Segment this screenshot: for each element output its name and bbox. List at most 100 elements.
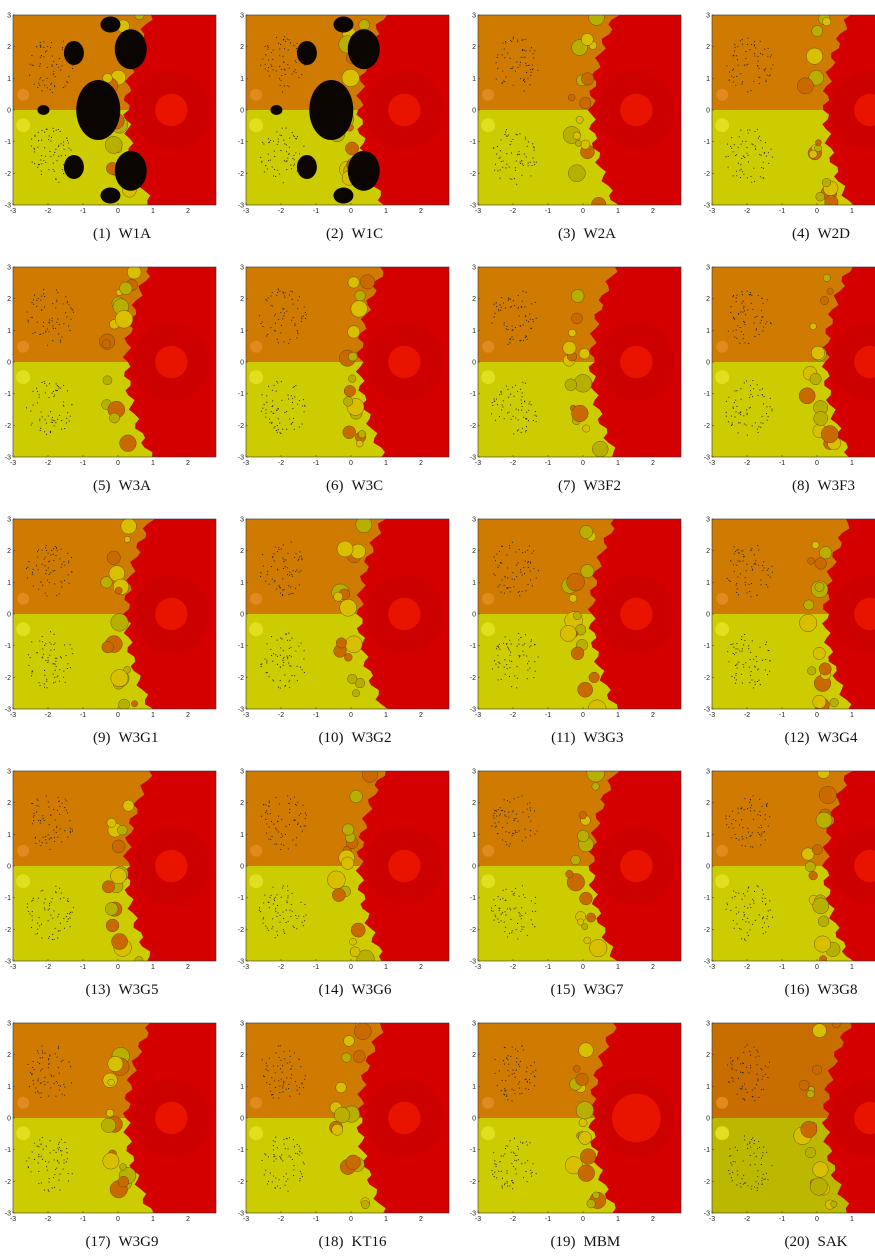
speckle [762,806,763,807]
speckle [44,296,45,297]
speckle [496,816,497,817]
speckle [757,1080,758,1081]
speckle [741,144,742,145]
speckle [750,799,751,800]
speckle [744,1139,745,1140]
speckle [284,1143,285,1144]
speckle [756,661,757,662]
y-tick-label: -3 [470,203,476,210]
speckle [509,832,510,833]
speckle [524,90,525,91]
speckle [755,920,756,921]
speckle [65,312,66,313]
speckle [763,178,764,179]
speckle [275,1052,276,1053]
caption-label: W3G4 [818,730,858,746]
y-tick-label: -3 [5,1211,11,1218]
speckle [761,298,762,299]
panel: -3-2-1012-3-2-10123(12)W3G4 [704,517,875,747]
speckle [508,648,509,649]
speckle [531,639,532,640]
speckle [740,1088,741,1089]
speckle [293,1169,294,1170]
speckle [732,422,733,423]
x-tick-label: -2 [45,460,51,467]
speckle [763,327,764,328]
speckle [27,577,28,578]
speckle [48,834,49,835]
speckle [527,670,528,671]
speckle [68,326,69,327]
speckle [510,909,511,910]
speckle [744,310,745,311]
speckle [28,654,29,655]
speckle [293,317,294,318]
speckle [534,150,535,151]
speckle [508,300,509,301]
speckle [67,837,68,838]
speckle [299,557,300,558]
speckle [297,308,298,309]
speckle [516,1070,517,1071]
chaos-region [115,29,147,69]
speckle [294,797,295,798]
speckle [274,898,275,899]
speckle [68,901,69,902]
speckle [69,583,70,584]
speckle [54,1083,55,1084]
panel: -3-2-1012-3-2-10123(2)W1C [238,13,449,243]
speckle [496,1164,497,1165]
x-tick-label: 2 [186,712,190,719]
speckle [283,1083,284,1084]
speckle [70,831,71,832]
speckle [492,1170,493,1171]
speckle [288,848,289,849]
speckle [268,142,269,143]
speckle [63,145,64,146]
speckle [299,1059,300,1060]
speckle [289,1062,290,1063]
speckle [266,660,267,661]
speckle [759,914,760,915]
speckle [519,315,520,316]
speckle [54,420,55,421]
y-tick-label: 3 [7,265,11,272]
speckle [535,911,536,912]
x-tick-label: 1 [151,1216,155,1223]
y-tick-label: -3 [238,959,244,966]
speckle [759,1147,760,1148]
x-tick-label: 1 [384,460,388,467]
speckle [57,390,58,391]
speckle [64,644,65,645]
speckle [49,839,50,840]
speckle [301,1083,302,1084]
speckle [730,1162,731,1163]
speckle [275,1072,276,1073]
speckle [763,403,764,404]
speckle [499,922,500,923]
speckle [730,146,731,147]
speckle [48,1064,49,1065]
speckle [273,175,274,176]
speckle [28,665,29,666]
speckle [299,400,300,401]
bulb [356,440,363,447]
speckle [747,918,748,919]
speckle [276,589,277,590]
speckle [293,926,294,927]
speckle [43,322,44,323]
speckle [754,1047,755,1048]
speckle [32,65,33,66]
speckle [736,585,737,586]
speckle [759,811,760,812]
speckle [752,899,753,900]
speckle [505,911,506,912]
speckle [495,575,496,576]
speckle [45,1161,46,1162]
speckle [264,1174,265,1175]
bulb [560,625,576,641]
caption-number: (8) [792,478,810,494]
speckle [58,67,59,68]
speckle [287,640,288,641]
speckle [756,656,757,657]
